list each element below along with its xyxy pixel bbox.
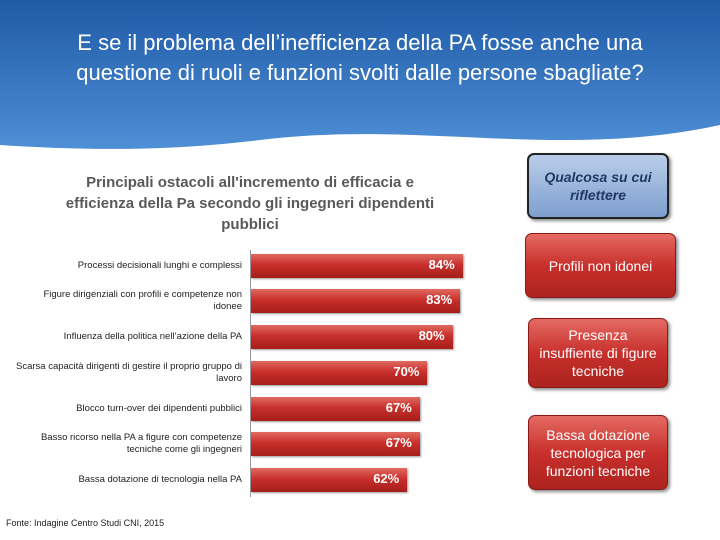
- value-label: 83%: [426, 292, 453, 307]
- bar: 67%: [251, 432, 420, 456]
- value-label: 67%: [385, 400, 412, 415]
- slide-title: E se il problema dell’inefficienza della…: [76, 30, 644, 85]
- bar: 84%: [251, 254, 463, 278]
- value-label: 62%: [373, 471, 400, 486]
- axis-line: [250, 250, 251, 497]
- bar: 70%: [251, 361, 428, 385]
- header-background: [0, 0, 720, 149]
- category-label: Figure dirigenziali con profili e compet…: [43, 289, 242, 312]
- category-label: Processi decisionali lunghi e complessi: [77, 260, 242, 271]
- category-label: Bassa dotazione di tecnologia nella PA: [78, 474, 242, 485]
- bar: 80%: [251, 325, 453, 349]
- bar: 67%: [251, 397, 420, 421]
- panel-heading: Qualcosa su cui riflettere: [527, 153, 669, 219]
- panel-item: Bassa dotazione tecnologica per funzioni…: [528, 415, 668, 490]
- category-label: Scarsa capacità dirigenti di gestire il …: [15, 361, 242, 384]
- chart-title: Principali ostacoli all'incremento di ef…: [65, 174, 435, 233]
- panel-item: Presenza insuffiente di figure tecniche: [528, 318, 668, 388]
- value-label: 84%: [428, 257, 455, 272]
- category-label: Blocco turn-over dei dipendenti pubblici: [76, 403, 242, 414]
- value-label: 67%: [385, 435, 412, 450]
- category-label: Influenza della politica nell’azione del…: [63, 331, 242, 342]
- value-label: 70%: [393, 364, 420, 379]
- panel-item: Profili non idonei: [525, 233, 676, 298]
- value-label: 80%: [418, 328, 445, 343]
- bar: 62%: [251, 468, 408, 492]
- bar: 83%: [251, 289, 461, 313]
- source-note: Fonte: Indagine Centro Studi CNI, 2015: [6, 518, 165, 528]
- category-label: Basso ricorso nella PA a figure con comp…: [40, 432, 242, 455]
